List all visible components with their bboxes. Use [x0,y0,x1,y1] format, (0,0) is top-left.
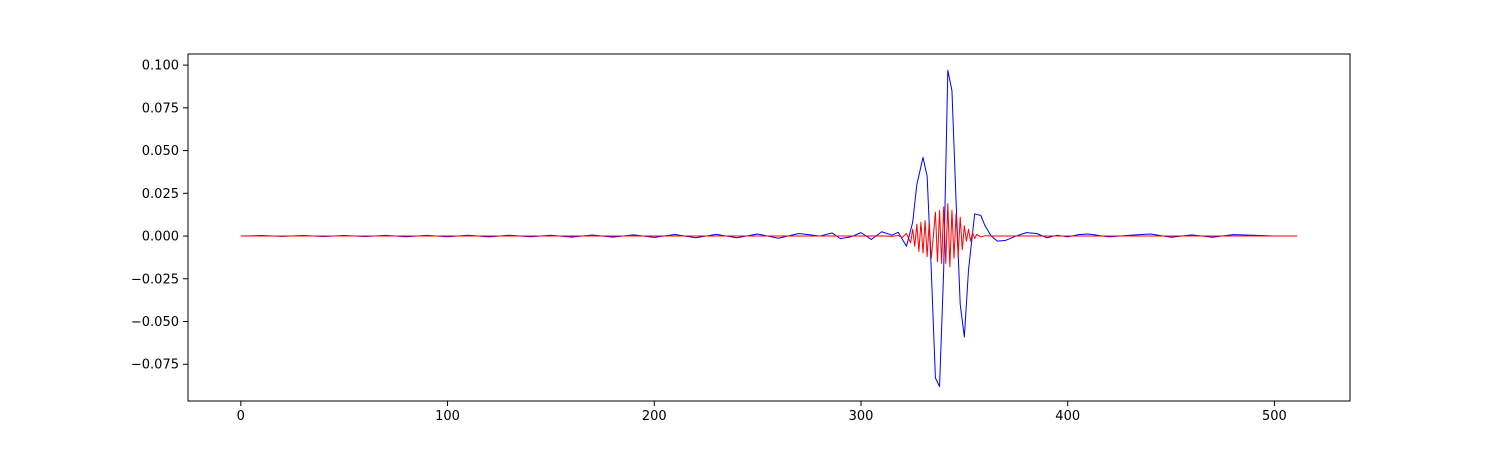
y-tick-label: −0.025 [131,272,179,287]
x-tick-label: 500 [1262,409,1287,424]
y-tick-label: 0.100 [142,59,179,74]
y-axis: −0.075 −0.050 −0.025 0.000 0.025 0.050 0.075 0.… [131,59,188,373]
plot-background [188,54,1350,401]
x-tick-label: 100 [435,409,460,424]
y-tick-label: −0.050 [131,315,179,330]
y-tick-label: −0.075 [131,358,179,373]
axes-spines [187,53,1351,402]
y-tick-label: 0.075 [142,101,179,116]
series-layer [240,69,1298,387]
x-tick-label: 200 [642,409,667,424]
x-tick-label: 300 [849,409,874,424]
x-axis: 0 100 200 300 400 500 [237,401,1287,424]
x-tick-label: 0 [237,409,245,424]
y-tick-label: 0.025 [142,187,179,202]
axes-frame [187,53,1351,402]
y-tick-label: 0.000 [142,230,179,245]
plot-area [188,54,1350,401]
y-tick-label: 0.050 [142,144,179,159]
x-tick-label: 400 [1055,409,1080,424]
series-line-2 [240,203,1298,268]
